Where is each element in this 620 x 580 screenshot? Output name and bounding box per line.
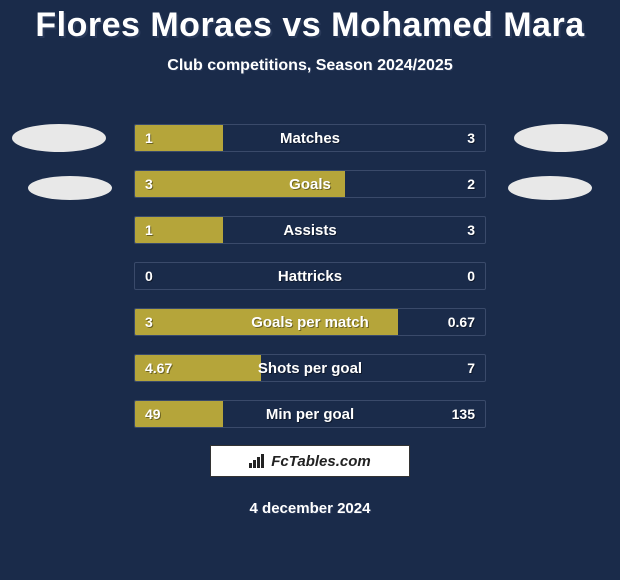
brand-badge[interactable]: FcTables.com — [210, 445, 410, 477]
stat-row: 13Assists — [134, 216, 486, 244]
player-left-avatar-1 — [12, 124, 106, 152]
stat-label: Matches — [135, 125, 485, 151]
footer-date: 4 december 2024 — [0, 500, 620, 517]
player-left-avatar-2 — [28, 176, 112, 200]
stat-label: Hattricks — [135, 263, 485, 289]
stat-label: Assists — [135, 217, 485, 243]
stat-row: 49135Min per goal — [134, 400, 486, 428]
player-right-avatar-2 — [508, 176, 592, 200]
stat-row: 13Matches — [134, 124, 486, 152]
brand-text: FcTables.com — [271, 453, 370, 470]
page-title: Flores Moraes vs Mohamed Mara — [0, 0, 620, 45]
stat-label: Min per goal — [135, 401, 485, 427]
player-right-avatar-1 — [514, 124, 608, 152]
stat-row: 4.677Shots per goal — [134, 354, 486, 382]
chart-icon — [249, 454, 267, 468]
stat-label: Shots per goal — [135, 355, 485, 381]
stat-label: Goals — [135, 171, 485, 197]
page-subtitle: Club competitions, Season 2024/2025 — [0, 57, 620, 75]
stat-label: Goals per match — [135, 309, 485, 335]
comparison-bars: 13Matches 32Goals 13Assists 00Hattricks 30.6… — [134, 124, 486, 446]
stat-row: 00Hattricks — [134, 262, 486, 290]
stat-row: 30.67Goals per match — [134, 308, 486, 336]
stat-row: 32Goals — [134, 170, 486, 198]
